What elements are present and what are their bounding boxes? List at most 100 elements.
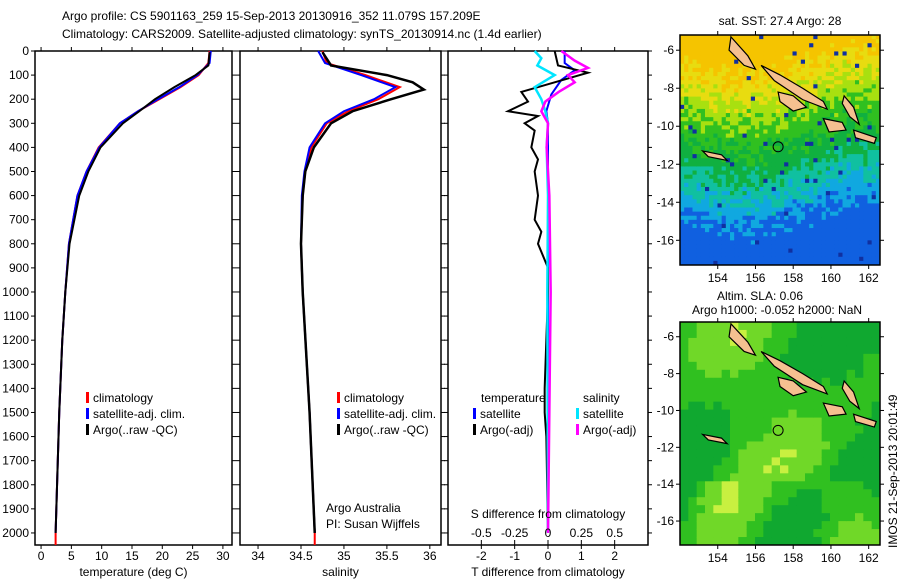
field-cell — [805, 191, 810, 196]
field-cell — [680, 199, 685, 204]
field-cell — [771, 529, 781, 538]
x-tick-label: 158 — [783, 551, 803, 565]
field-cell — [700, 59, 706, 65]
field-cell — [871, 191, 877, 196]
field-cell — [725, 71, 731, 77]
field-cell — [834, 88, 839, 93]
field-cell — [709, 59, 714, 65]
field-cell — [738, 223, 743, 229]
field-cell — [800, 47, 806, 52]
field-cell — [742, 178, 748, 184]
field-cell — [809, 104, 814, 110]
field-cell — [763, 207, 768, 213]
field-cell — [755, 465, 764, 474]
field-cell — [846, 129, 852, 135]
y-tick-label: 0 — [22, 44, 29, 58]
field-cell — [871, 513, 881, 522]
field-cell — [855, 162, 860, 167]
field-cell — [713, 51, 718, 57]
field-cell — [842, 162, 848, 167]
island-outline — [841, 94, 861, 127]
field-cell — [830, 329, 839, 339]
field-cell — [813, 166, 818, 172]
field-cell — [834, 162, 839, 167]
field-cell — [859, 71, 864, 77]
sla_map-axes-box — [679, 321, 881, 546]
field-cell — [742, 92, 748, 98]
field-cell — [734, 248, 739, 254]
field-cell — [863, 457, 873, 466]
field-cell — [730, 195, 735, 200]
field-cell — [875, 174, 881, 180]
field-cell — [809, 154, 814, 159]
field-cell — [838, 513, 848, 522]
island-outline — [760, 350, 829, 395]
field-cell — [713, 236, 718, 241]
field-cell — [784, 71, 789, 77]
field-cell — [696, 137, 702, 143]
field-cell — [692, 113, 698, 118]
field-cell — [738, 96, 743, 102]
field-cell — [788, 529, 798, 538]
field-cell — [771, 228, 777, 233]
field-cell — [759, 117, 764, 122]
field-cell — [734, 71, 739, 77]
field-cell — [717, 162, 723, 167]
field-cell — [805, 449, 814, 458]
field-cell — [792, 232, 798, 237]
legend-label: climatology — [344, 391, 404, 405]
field-cell — [700, 215, 706, 221]
field-cell — [771, 473, 781, 482]
field-cell — [692, 55, 698, 61]
field-cell — [730, 92, 735, 98]
field-cell — [696, 104, 702, 110]
field-cell — [696, 178, 702, 184]
field-cell — [767, 55, 773, 61]
field-cell — [850, 174, 856, 180]
field-cell — [688, 369, 698, 379]
field-cell — [734, 39, 739, 44]
field-cell — [875, 236, 881, 241]
field-cell — [800, 252, 806, 258]
field-cell — [805, 166, 810, 172]
x-tick-label: 25 — [186, 549, 200, 563]
field-cell — [800, 211, 806, 217]
field-cell — [792, 248, 798, 254]
field-cell — [771, 449, 781, 458]
field-cell — [788, 141, 793, 147]
field-cell — [771, 497, 781, 506]
field-cell — [796, 166, 802, 172]
field-cell — [830, 369, 839, 379]
field-cell — [734, 236, 739, 241]
field-cell — [875, 219, 881, 225]
field-cell — [850, 67, 856, 73]
field-cell — [813, 104, 818, 110]
field-cell — [813, 145, 818, 151]
y-tick-label: -8 — [663, 367, 674, 381]
field-cell — [850, 133, 856, 139]
field-cell — [863, 96, 868, 102]
field-cell — [859, 182, 864, 188]
field-cell — [705, 104, 710, 110]
field-cell — [755, 473, 764, 482]
field-cell — [846, 232, 852, 237]
field-cell — [688, 207, 693, 213]
field-cell — [730, 59, 735, 65]
field-cell — [796, 353, 806, 363]
field-cell — [738, 43, 743, 48]
field-cell — [713, 182, 718, 188]
field-cell — [825, 244, 831, 250]
field-cell — [871, 505, 881, 514]
field-cell — [755, 337, 764, 347]
field-cell — [871, 47, 877, 52]
field-cell — [821, 186, 827, 192]
field-cell — [846, 505, 856, 514]
field-cell — [859, 154, 864, 159]
field-cell — [775, 121, 781, 126]
field-cell — [763, 76, 768, 81]
field-cell — [792, 67, 798, 73]
field-cell — [771, 125, 777, 130]
field-cell — [871, 71, 877, 77]
field-cell — [867, 207, 873, 213]
field-cell — [838, 154, 843, 159]
